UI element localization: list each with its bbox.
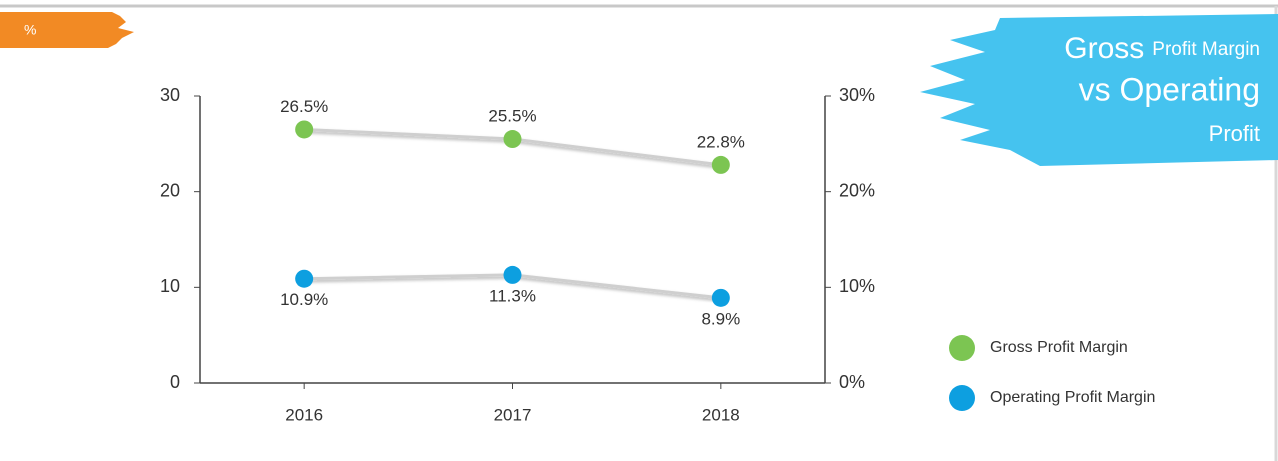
title-part: Gross <box>1064 32 1144 65</box>
data-point <box>504 266 522 284</box>
data-point <box>504 130 522 148</box>
chart: % Gross Profit Margin vs Operating Profit… <box>0 0 1278 461</box>
y2-tick-label: 20% <box>839 180 875 200</box>
legend-marker <box>949 385 975 411</box>
data-point <box>712 156 730 174</box>
title-part: Profit <box>1209 121 1260 146</box>
data-label: 10.9% <box>280 290 328 309</box>
data-label: 25.5% <box>488 107 536 126</box>
legend-label: Operating Profit Margin <box>990 389 1155 406</box>
data-point <box>295 120 313 138</box>
y-tick-label: 30 <box>160 85 180 105</box>
title-part: Profit Margin <box>1152 39 1260 60</box>
data-label: 8.9% <box>701 309 740 328</box>
legend-label: Gross Profit Margin <box>990 339 1128 356</box>
data-label: 26.5% <box>280 97 328 116</box>
y-tick-label: 20 <box>160 180 180 200</box>
title-part: vs Operating <box>1079 71 1260 107</box>
x-tick-label: 2016 <box>285 405 323 424</box>
y-tick-label: 0 <box>170 372 180 392</box>
y2-tick-label: 30% <box>839 85 875 105</box>
y2-tick-label: 10% <box>839 276 875 296</box>
y-axis-label: % <box>24 22 36 38</box>
x-tick-label: 2017 <box>494 405 532 424</box>
legend-marker <box>949 335 975 361</box>
x-tick-label: 2018 <box>702 405 740 424</box>
label-tag <box>0 12 134 48</box>
data-point <box>712 289 730 307</box>
y-tick-label: 10 <box>160 276 180 296</box>
data-point <box>295 270 313 288</box>
data-label: 22.8% <box>697 132 745 151</box>
y2-tick-label: 0% <box>839 372 865 392</box>
data-label: 11.3% <box>489 286 536 305</box>
